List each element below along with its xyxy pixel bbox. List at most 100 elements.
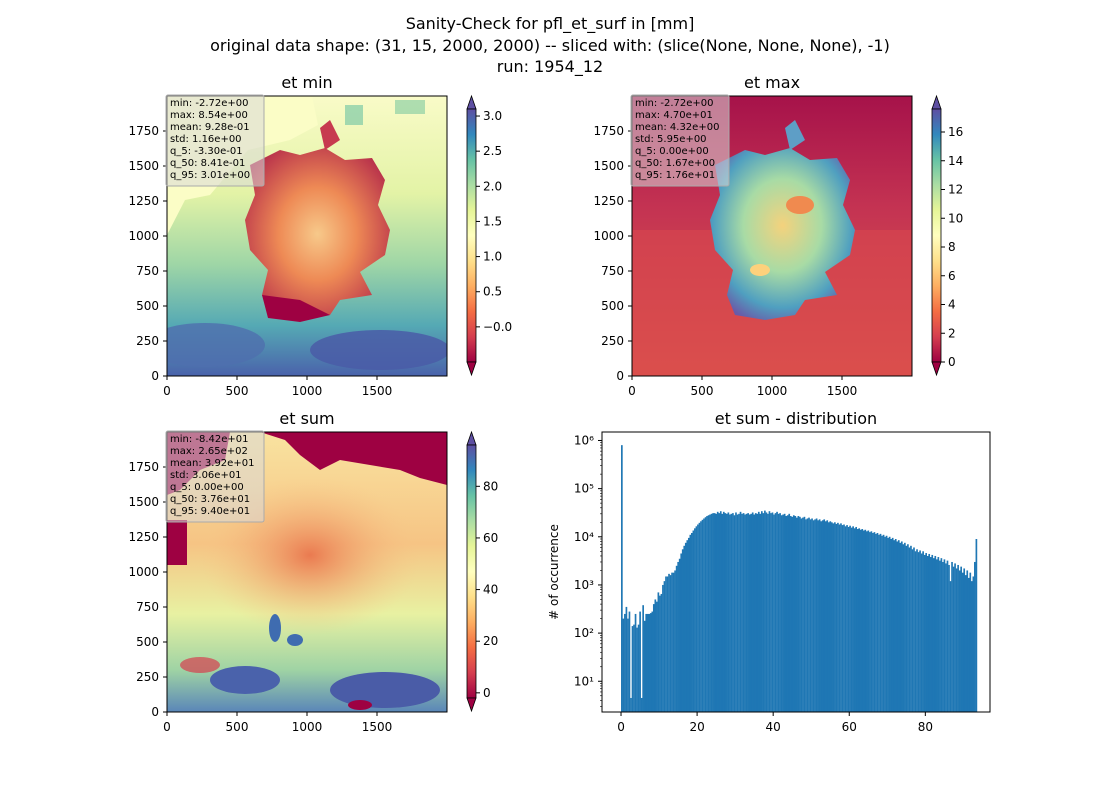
histogram-bar (689, 534, 692, 712)
histogram-bar (762, 513, 765, 712)
histogram-bar (701, 519, 704, 712)
histogram-bar (913, 547, 915, 712)
x-tick-label: 1500 (362, 720, 393, 734)
stat-mean: mean: 4.32e+00 (635, 122, 719, 133)
histogram-bar (958, 570, 961, 712)
histogram-bar (900, 541, 903, 712)
histogram-bar (668, 573, 670, 712)
histogram-bar (908, 547, 911, 712)
colorbar-tick-label: 10 (948, 211, 963, 225)
histogram-bar (876, 532, 879, 712)
histogram-bar (663, 581, 666, 712)
histogram-bar (873, 532, 876, 712)
stat-max: max: 4.70e+01 (635, 110, 713, 121)
histogram-bar (776, 511, 778, 712)
histogram-bar (662, 584, 664, 712)
histogram-bar (821, 520, 824, 712)
histogram-bar (730, 513, 733, 712)
histogram-bar (808, 517, 810, 712)
stat-q5: q_5: 0.00e+00 (635, 146, 709, 157)
x-tick-label: 500 (226, 720, 249, 734)
x-tick-label: 0 (617, 720, 625, 734)
histogram-bar (907, 544, 909, 712)
histogram-bar (715, 513, 718, 712)
histogram-bar (923, 554, 926, 712)
histogram-bar (890, 539, 893, 712)
y-axis-label-distribution: # of occurrence (547, 524, 561, 620)
y-axis-et-min: 0 250 500 750 1000 1250 1500 1750 (128, 124, 167, 383)
histogram-bar (759, 513, 762, 712)
histogram-bar (934, 555, 937, 712)
histogram-bar (796, 517, 798, 712)
histogram-bar (937, 557, 940, 712)
histogram-bar (747, 513, 749, 712)
histogram-bar (695, 526, 698, 712)
histogram-bar (902, 544, 905, 712)
y-tick-label: 0 (151, 705, 159, 719)
histogram-bar (748, 514, 751, 712)
histogram-bar (926, 555, 929, 712)
y-tick-label: 750 (136, 600, 159, 614)
histogram-bar (859, 529, 862, 712)
y-tick-label: 1750 (593, 124, 624, 138)
colorbar-tick-label: 6 (948, 269, 956, 283)
histogram-bar (899, 542, 902, 712)
x-tick-label: 500 (691, 384, 714, 398)
histogram-bar (739, 511, 742, 712)
histogram-bar (846, 525, 848, 712)
histogram-bar (765, 512, 768, 712)
histogram-bar (835, 523, 838, 712)
colorbar-tick-label: 1.0 (483, 250, 502, 264)
histogram-bar (677, 561, 679, 712)
histogram-bar (838, 524, 841, 712)
histogram-bar (630, 697, 632, 712)
y-tick-label: 500 (136, 299, 159, 313)
histogram-bar (972, 576, 975, 712)
y-tick-label: 10¹ (574, 674, 594, 688)
histogram-bar (707, 515, 710, 712)
x-axis-distribution: 0 20 40 60 80 (617, 712, 933, 734)
histogram-bar (888, 536, 891, 712)
histogram-bar (896, 541, 899, 712)
histogram-bar (951, 561, 953, 712)
histogram-bar (820, 521, 823, 712)
histogram-bar (954, 563, 956, 712)
histogram-bar (785, 516, 788, 712)
y-tick-label: 10³ (574, 578, 594, 592)
y-tick-label: 750 (136, 264, 159, 278)
colorbar-tick-label: 80 (483, 479, 498, 493)
histogram-bar (844, 526, 847, 712)
histogram-bar (744, 514, 746, 712)
histogram-bar (812, 520, 815, 712)
histogram-bar (945, 563, 947, 712)
panel-title-et-sum: et sum (279, 409, 334, 428)
histogram-bar (756, 513, 759, 712)
histogram-bar (879, 533, 882, 712)
colorbar-et-min: −0.0 0.5 1.0 1.5 2.0 2.5 3.0 (466, 94, 512, 377)
histogram-bar (712, 513, 714, 712)
histogram-bar (736, 514, 739, 712)
histogram-bar (952, 566, 955, 712)
histogram-bar (721, 513, 724, 712)
histogram-bar (970, 581, 973, 712)
histogram-bar (867, 530, 870, 712)
stat-max: max: 2.65e+02 (170, 446, 248, 457)
histogram-bar (817, 520, 819, 712)
histogram-bar (732, 513, 734, 712)
histogram-bar (684, 542, 687, 712)
y-tick-label: 0 (616, 369, 624, 383)
histogram-bar (625, 606, 628, 712)
histogram-bar (826, 520, 829, 712)
histogram-bar (639, 611, 641, 712)
histogram-bar (818, 519, 821, 712)
y-tick-label: 1750 (128, 460, 159, 474)
histogram-bar (799, 516, 801, 712)
panel-title-et-min: et min (281, 73, 332, 92)
x-tick-label: 40 (766, 720, 781, 734)
histogram-bar (646, 613, 649, 712)
histogram-bar (814, 519, 816, 712)
y-tick-label: 250 (601, 334, 624, 348)
histogram-bar (680, 553, 683, 712)
histogram-bar (824, 521, 827, 712)
histogram-bar (849, 525, 851, 712)
